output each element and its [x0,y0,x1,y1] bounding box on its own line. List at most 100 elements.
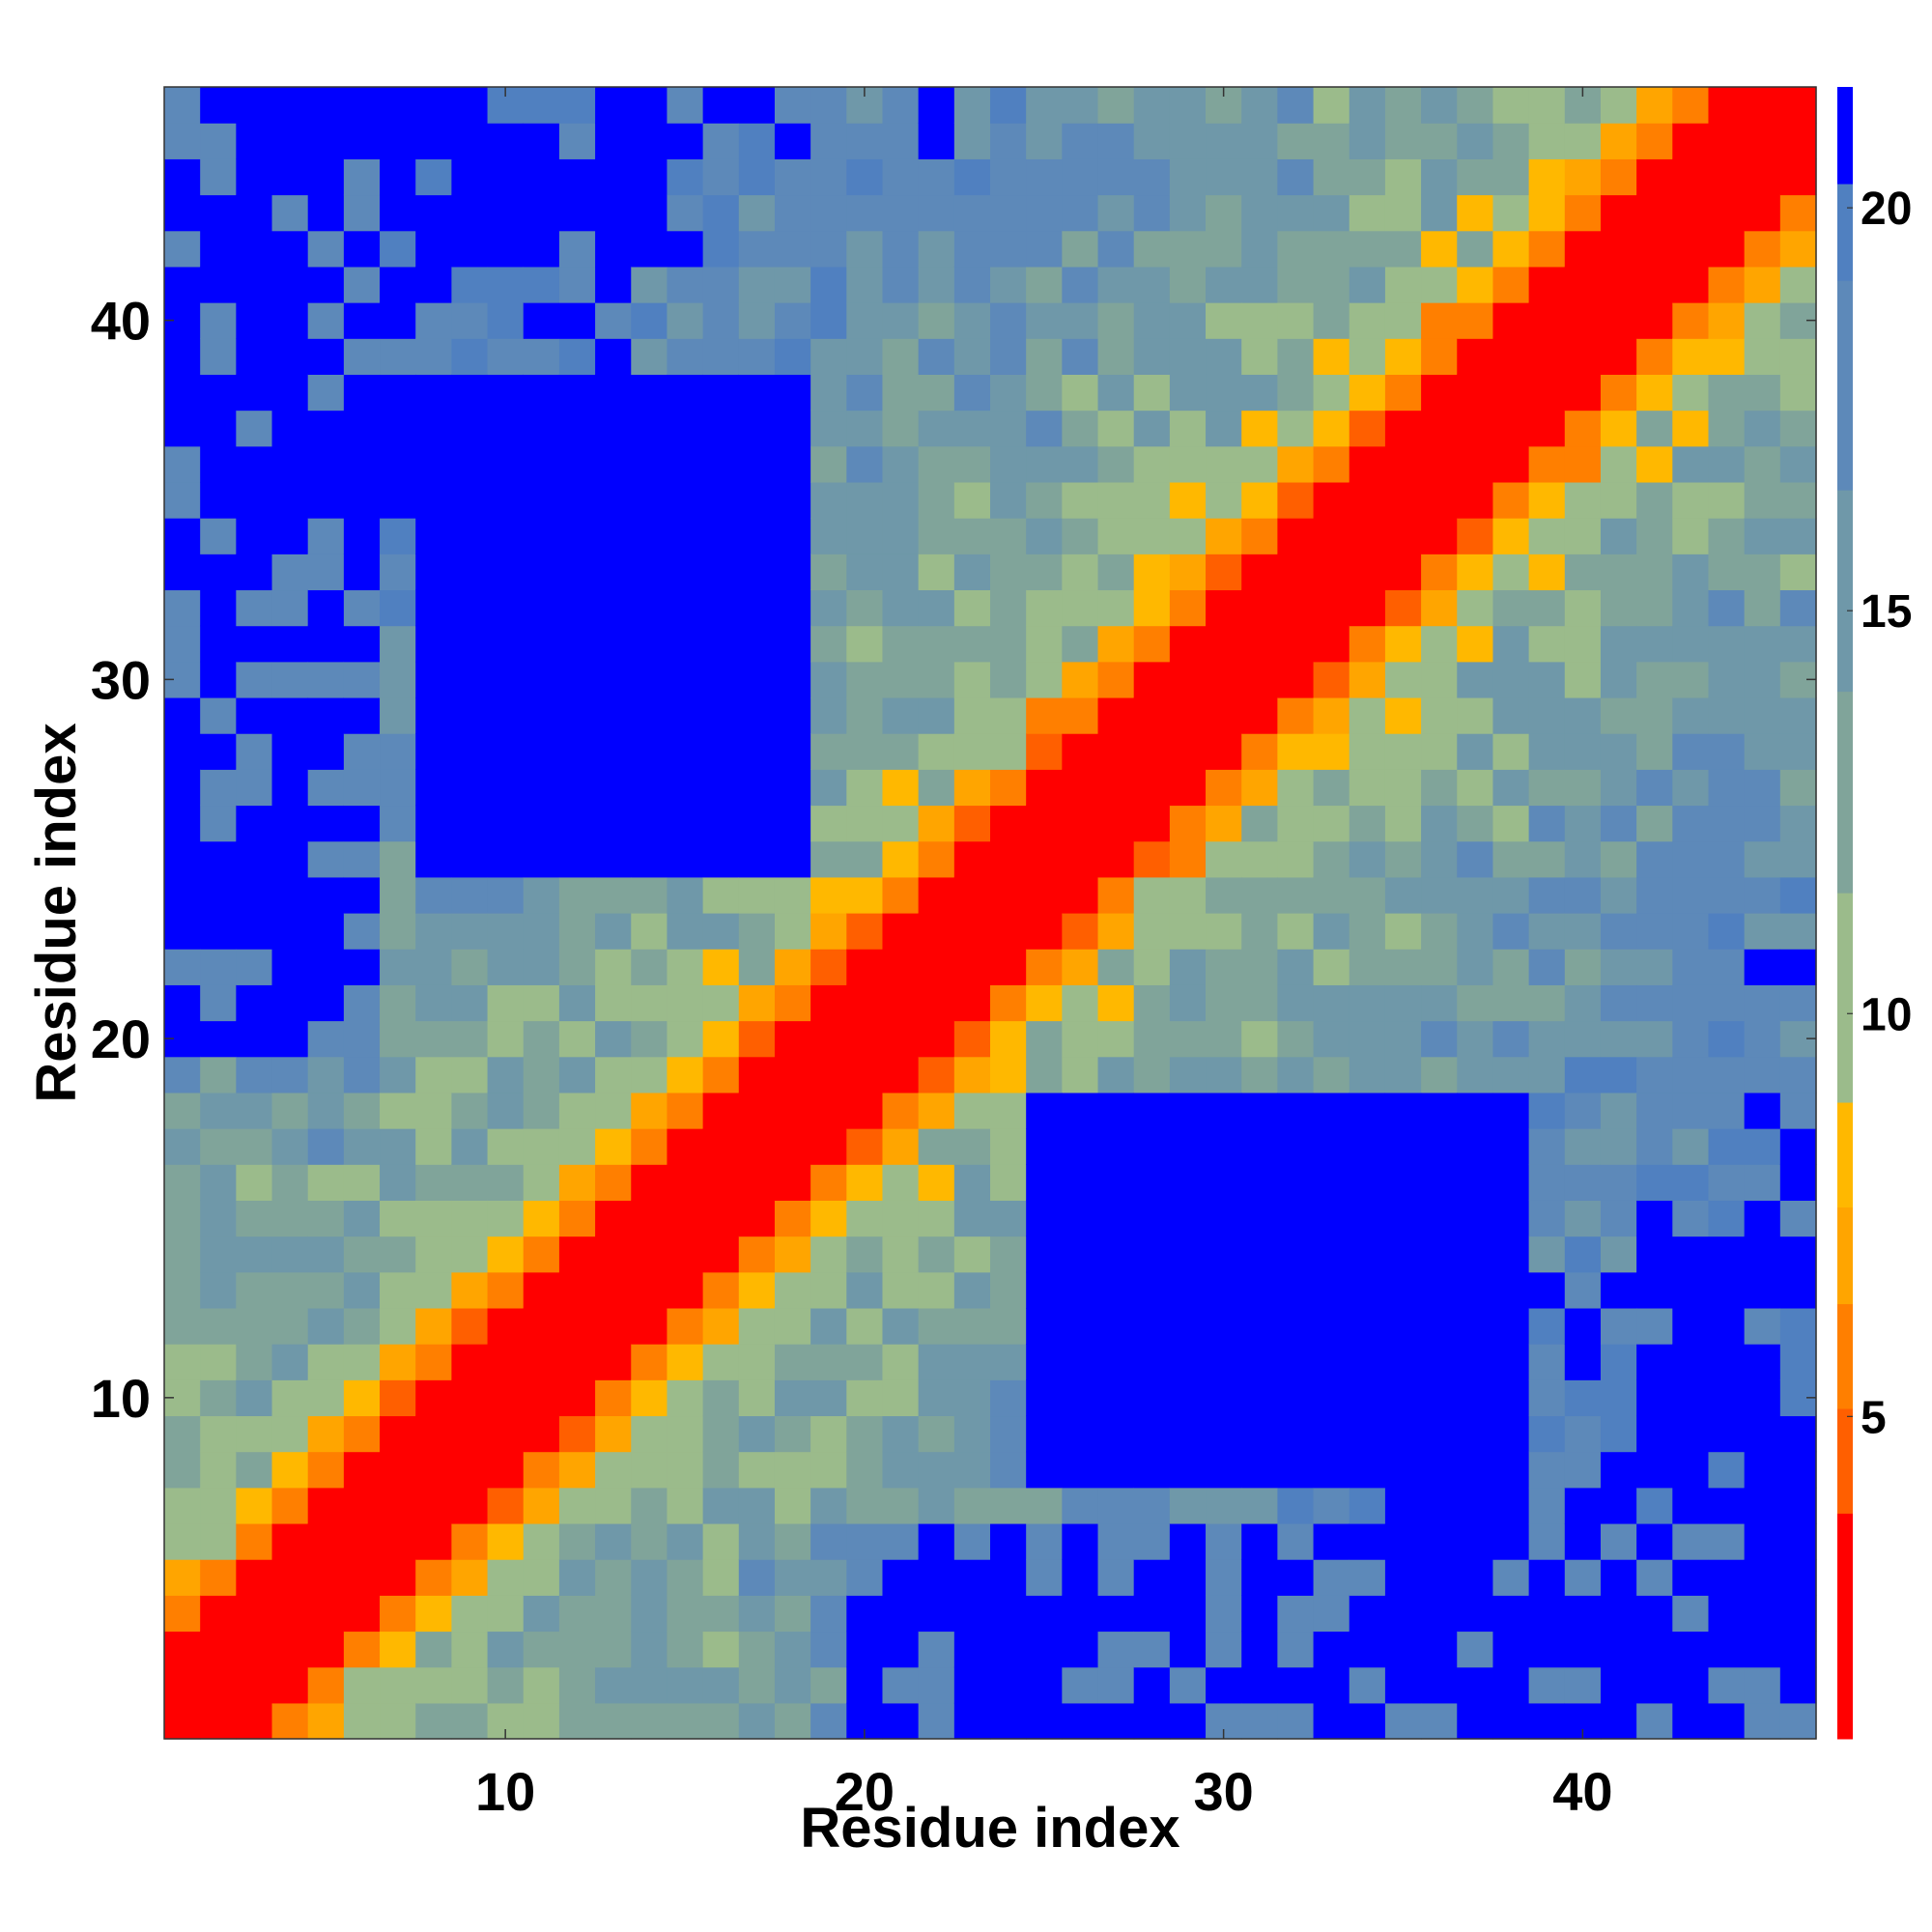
heatmap-cell [667,1379,704,1417]
heatmap-cell [953,1020,991,1058]
heatmap-cell [271,87,309,124]
heatmap-cell [523,1522,560,1560]
heatmap-cell [1241,1379,1278,1417]
heatmap-cell [487,1164,525,1201]
heatmap-cell [343,338,381,375]
heatmap-cell [271,1092,309,1129]
heatmap-cell [1421,1595,1458,1633]
heatmap-cell [487,1631,525,1668]
heatmap-cell [846,625,884,663]
y-tick-label: 40 [91,291,151,352]
heatmap-cell [882,1451,920,1489]
heatmap-cell [307,1522,345,1560]
heatmap-cell [487,733,525,770]
heatmap-cell [1062,481,1099,519]
heatmap-cell [738,554,776,591]
heatmap-cell [990,913,1027,950]
heatmap-cell [1241,1307,1278,1345]
heatmap-cell [774,733,811,770]
heatmap-cell [1169,589,1207,627]
heatmap-cell [1528,1595,1566,1633]
heatmap-cell [1026,230,1063,268]
heatmap-cell [271,266,309,303]
heatmap-cell [380,1451,416,1489]
heatmap-cell [523,913,560,950]
heatmap-cell [415,445,452,483]
heatmap-cell [1241,1487,1278,1524]
heatmap-cell [380,625,416,663]
heatmap-cell [200,1379,237,1417]
heatmap-cell [1528,1415,1566,1453]
heatmap-cell [1492,518,1530,554]
heatmap-cell [271,338,309,375]
heatmap-cell [1744,876,1781,914]
heatmap-cell [702,589,740,627]
heatmap-cell [595,876,632,914]
heatmap-cell [1779,445,1817,483]
heatmap-cell [918,374,955,412]
heatmap-cell [558,338,596,375]
heatmap-cell [1313,374,1350,412]
heatmap-cell [1349,696,1386,734]
heatmap-cell [343,518,381,554]
heatmap-cell [631,1487,668,1524]
heatmap-cell [236,805,273,842]
heatmap-cell [738,696,776,734]
heatmap-cell [1241,158,1278,196]
heatmap-cell [271,445,309,483]
heatmap-cell [1349,1379,1386,1417]
heatmap-cell [1169,1379,1207,1417]
heatmap-cell [1384,1487,1422,1524]
heatmap-cell [200,518,237,554]
heatmap-cell [343,1307,381,1345]
heatmap-cell [738,805,776,842]
heatmap-cell [487,1522,525,1560]
heatmap-cell [1672,445,1710,483]
heatmap-cell [738,1092,776,1129]
heatmap-cell [343,805,381,842]
heatmap-cell [200,1522,237,1560]
heatmap-cell [738,1128,776,1165]
heatmap-cell [918,1128,955,1165]
heatmap-cell [1457,625,1494,663]
heatmap-cell [1349,158,1386,196]
heatmap-cell [595,445,632,483]
heatmap-cell [1169,1415,1207,1453]
heatmap-cell [1313,1056,1350,1094]
heatmap-cell [1277,481,1315,519]
heatmap-cell [1133,1236,1171,1273]
heatmap-cell [918,1451,955,1489]
heatmap-cell [307,194,345,232]
heatmap-cell [738,1702,776,1740]
heatmap-cell [990,984,1027,1022]
heatmap-cell [1421,1559,1458,1596]
heatmap-cell [774,1164,811,1201]
heatmap-cell [523,1200,560,1237]
heatmap-cell [1062,194,1099,232]
heatmap-cell [1384,769,1422,807]
heatmap-cell [810,1271,847,1309]
heatmap-cell [1026,1451,1063,1489]
heatmap-cell [1062,949,1099,985]
heatmap-cell [774,445,811,483]
heatmap-cell [810,696,847,734]
heatmap-cell [1169,87,1207,124]
heatmap-cell [1600,1236,1637,1273]
heatmap-cell [990,589,1027,627]
heatmap-cell [1277,733,1315,770]
heatmap-cell [1169,1200,1207,1237]
heatmap-cell [415,194,452,232]
heatmap-cell [1600,158,1637,196]
heatmap-cell [1421,302,1458,339]
heatmap-cell [810,1451,847,1489]
heatmap-cell [1421,266,1458,303]
heatmap-cell [1241,518,1278,554]
heatmap-cell [523,1379,560,1417]
heatmap-cell [1779,840,1817,878]
heatmap-cell [1564,661,1602,698]
heatmap-cell [200,840,237,878]
heatmap-cell [1421,840,1458,878]
heatmap-cell [1564,984,1602,1022]
heatmap-cell [918,302,955,339]
heatmap-cell [236,949,273,985]
